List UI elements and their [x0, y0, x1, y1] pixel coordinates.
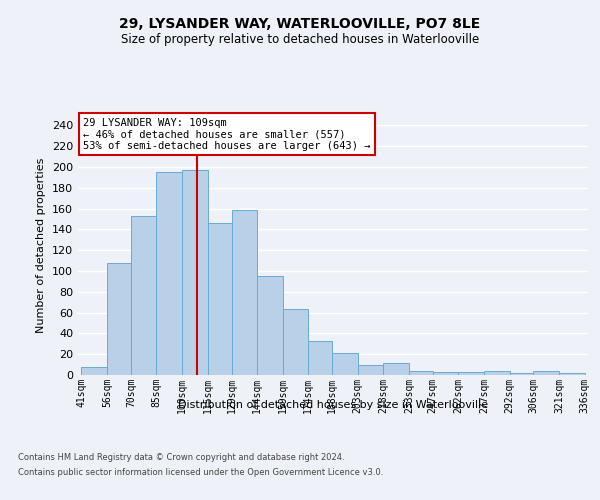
- Bar: [332, 353, 358, 375]
- Bar: [484, 371, 509, 375]
- Text: Contains HM Land Registry data © Crown copyright and database right 2024.: Contains HM Land Registry data © Crown c…: [18, 453, 344, 462]
- Bar: [157, 172, 182, 375]
- Bar: [433, 372, 458, 375]
- Bar: [208, 223, 232, 375]
- Bar: [131, 216, 157, 375]
- Bar: [358, 364, 383, 375]
- Bar: [409, 371, 433, 375]
- Text: 29, LYSANDER WAY, WATERLOOVILLE, PO7 8LE: 29, LYSANDER WAY, WATERLOOVILLE, PO7 8LE: [119, 18, 481, 32]
- Text: Size of property relative to detached houses in Waterlooville: Size of property relative to detached ho…: [121, 32, 479, 46]
- Bar: [533, 371, 559, 375]
- Bar: [107, 262, 131, 375]
- Y-axis label: Number of detached properties: Number of detached properties: [37, 158, 46, 332]
- Bar: [559, 373, 584, 375]
- Bar: [383, 362, 409, 375]
- Bar: [308, 340, 332, 375]
- Text: Contains public sector information licensed under the Open Government Licence v3: Contains public sector information licen…: [18, 468, 383, 477]
- Bar: [82, 366, 107, 375]
- Bar: [509, 373, 533, 375]
- Bar: [283, 310, 308, 375]
- Bar: [232, 210, 257, 375]
- Bar: [458, 372, 484, 375]
- Text: Distribution of detached houses by size in Waterlooville: Distribution of detached houses by size …: [178, 400, 488, 410]
- Text: 29 LYSANDER WAY: 109sqm
← 46% of detached houses are smaller (557)
53% of semi-d: 29 LYSANDER WAY: 109sqm ← 46% of detache…: [83, 118, 371, 151]
- Bar: [257, 276, 283, 375]
- Bar: [182, 170, 208, 375]
